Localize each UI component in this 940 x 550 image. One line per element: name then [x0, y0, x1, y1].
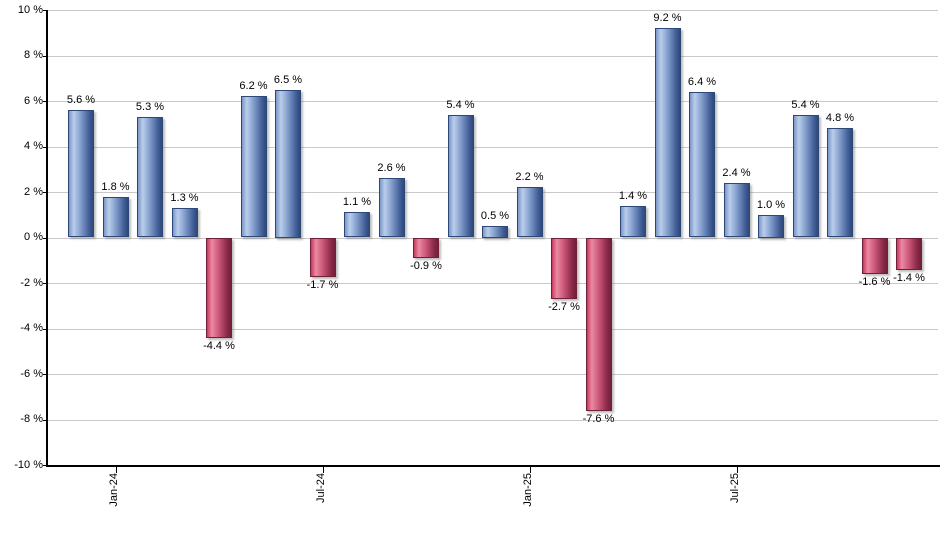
positive-bar	[654, 28, 681, 238]
bar-value-label: 2.6 %	[377, 162, 406, 175]
y-axis-tick	[43, 146, 48, 148]
positive-bar	[68, 110, 94, 238]
negative-bar	[413, 238, 439, 259]
x-axis-tick	[322, 467, 324, 473]
negative-bar	[585, 238, 612, 411]
x-tick-label: Jul-24	[314, 473, 327, 503]
bar-value-label: -1.6 %	[858, 276, 891, 289]
positive-bar	[723, 182, 750, 238]
x-axis-tick	[736, 467, 738, 473]
positive-bar	[689, 91, 715, 238]
y-tick-label: 4 %	[24, 140, 43, 152]
bar-value-label: 2.4 %	[722, 166, 751, 179]
x-axis-tick	[115, 467, 117, 473]
bar-value-label: 0.5 %	[480, 210, 510, 223]
y-tick-label: -8 %	[20, 413, 43, 425]
y-axis-tick	[43, 465, 48, 466]
gridline	[48, 328, 938, 330]
positive-bar	[447, 114, 474, 238]
gridline	[48, 283, 938, 284]
y-tick-label: -2 %	[20, 276, 43, 289]
positive-bar	[827, 128, 853, 238]
x-axis-tick	[529, 467, 531, 473]
x-tick-label: Jul-25	[728, 473, 741, 503]
bar-value-label: -1.7 %	[306, 278, 339, 291]
gridline	[48, 374, 938, 375]
y-axis-tick	[43, 101, 48, 102]
gridline	[48, 419, 938, 421]
gridline	[48, 192, 938, 193]
gridline	[48, 55, 938, 57]
y-axis-tick	[43, 55, 48, 57]
negative-bar	[896, 238, 922, 270]
positive-bar	[275, 89, 301, 238]
y-axis-tick	[43, 10, 48, 11]
x-tick-label: Jan-24	[107, 473, 120, 507]
y-axis-tick	[43, 283, 48, 284]
bar-value-label: 1.0 %	[756, 198, 786, 211]
bar-value-label: 6.2 %	[239, 80, 268, 93]
positive-bar	[378, 178, 405, 238]
bar-value-label: 5.4 %	[791, 98, 820, 111]
y-tick-label: 8 %	[24, 49, 43, 61]
positive-bar	[137, 116, 163, 238]
y-tick-label: -4 %	[20, 322, 43, 334]
x-axis-line	[46, 465, 940, 467]
y-axis-tick	[43, 192, 48, 193]
positive-bar	[171, 207, 198, 238]
bar-value-label: 1.4 %	[618, 189, 648, 202]
positive-bar	[344, 212, 370, 238]
bar-value-label: 1.3 %	[170, 191, 199, 204]
y-tick-label: 10 %	[17, 3, 43, 16]
y-tick-label: 2 %	[24, 185, 43, 198]
negative-bar	[861, 238, 888, 275]
y-tick-label: 0 %	[24, 231, 43, 243]
y-tick-label: -6 %	[20, 367, 43, 380]
bar-value-label: 6.4 %	[687, 75, 717, 88]
gridline	[48, 10, 938, 11]
positive-bar	[516, 187, 543, 238]
bar-value-label: 1.8 %	[101, 180, 130, 193]
bar-value-label: -4.4 %	[203, 340, 235, 353]
positive-bar	[482, 226, 508, 238]
bar-value-label: -7.6 %	[582, 412, 615, 425]
negative-bar	[206, 238, 232, 339]
y-axis-tick	[43, 374, 48, 375]
y-tick-label: 6 %	[24, 94, 43, 107]
gridline	[48, 237, 938, 239]
bar-value-label: 6.5 %	[273, 73, 303, 86]
gridline	[48, 146, 938, 148]
y-axis-tick	[43, 419, 48, 421]
positive-bar	[792, 114, 819, 238]
bar-value-label: 9.2 %	[653, 12, 682, 25]
negative-bar	[309, 238, 336, 277]
positive-bar	[102, 196, 129, 238]
bar-value-label: 2.2 %	[515, 171, 544, 184]
y-tick-label: -10 %	[14, 458, 43, 471]
bar-value-label: -0.9 %	[410, 260, 442, 273]
bar-value-label: 5.6 %	[66, 94, 96, 107]
bar-value-label: 5.4 %	[446, 98, 475, 111]
bar-value-label: -1.4 %	[893, 271, 925, 284]
negative-bar	[551, 238, 577, 300]
positive-bar	[240, 96, 267, 238]
positive-bar	[758, 214, 784, 238]
bar-value-label: 5.3 %	[135, 100, 165, 113]
bar-value-label: 4.8 %	[825, 112, 855, 125]
positive-bar	[620, 205, 646, 238]
y-axis-line	[46, 10, 48, 467]
gridline	[48, 101, 938, 102]
y-axis-tick	[43, 237, 48, 239]
bar-value-label: -2.7 %	[548, 301, 580, 314]
bar-value-label: 1.1 %	[342, 196, 372, 209]
x-tick-label: Jan-25	[521, 473, 534, 507]
y-axis-tick	[43, 328, 48, 330]
